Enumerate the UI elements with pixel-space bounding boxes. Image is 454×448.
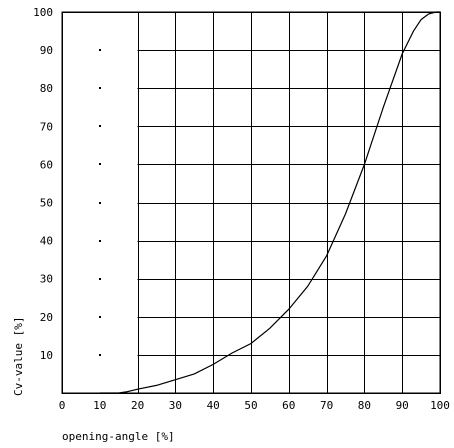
grid-dot-10 [99, 354, 101, 356]
x-tick-label-70: 70 [320, 399, 333, 412]
y-tick-label-70: 70 [40, 120, 53, 133]
y-tick-label-10: 10 [40, 349, 53, 362]
grid-dot-60 [99, 163, 101, 165]
y-tick-label-100: 100 [33, 6, 53, 19]
grid-lines [137, 12, 440, 393]
y-tick-label-60: 60 [40, 158, 53, 171]
x-tick-label-50: 50 [244, 399, 257, 412]
x-tick-label-60: 60 [282, 399, 295, 412]
x-tick-label-80: 80 [358, 399, 371, 412]
grid-dot-30 [99, 278, 101, 280]
x-tick-label-0: 0 [59, 399, 66, 412]
x-tick-labels: 0 10 20 30 40 50 60 70 80 90 100 [59, 399, 450, 412]
grid-dot-70 [99, 125, 101, 127]
plot-frame [61, 11, 441, 394]
x-tick-label-20: 20 [131, 399, 144, 412]
y-tick-label-50: 50 [40, 197, 53, 210]
grid-dot-80 [99, 87, 101, 89]
grid-dot-40 [99, 240, 101, 242]
y-tick-label-40: 40 [40, 235, 53, 248]
x-tick-label-100: 100 [430, 399, 450, 412]
y-axis-title: Cv-value [%] [12, 317, 25, 396]
x-tick-label-40: 40 [207, 399, 220, 412]
x-axis-title: opening-angle [%] [62, 430, 175, 443]
y-tick-label-90: 90 [40, 44, 53, 57]
y-tick-labels: 10 20 30 40 50 60 70 80 90 100 [33, 6, 53, 362]
grid-dots [99, 49, 101, 356]
x-tick-label-10: 10 [93, 399, 106, 412]
y-tick-label-20: 20 [40, 311, 53, 324]
y-tick-label-80: 80 [40, 82, 53, 95]
grid-dot-50 [99, 202, 101, 204]
cv-curve [99, 11, 440, 394]
y-tick-label-30: 30 [40, 273, 53, 286]
grid-dot-20 [99, 316, 101, 318]
x-tick-label-30: 30 [169, 399, 182, 412]
grid-dot-90 [99, 49, 101, 51]
x-tick-label-90: 90 [396, 399, 409, 412]
